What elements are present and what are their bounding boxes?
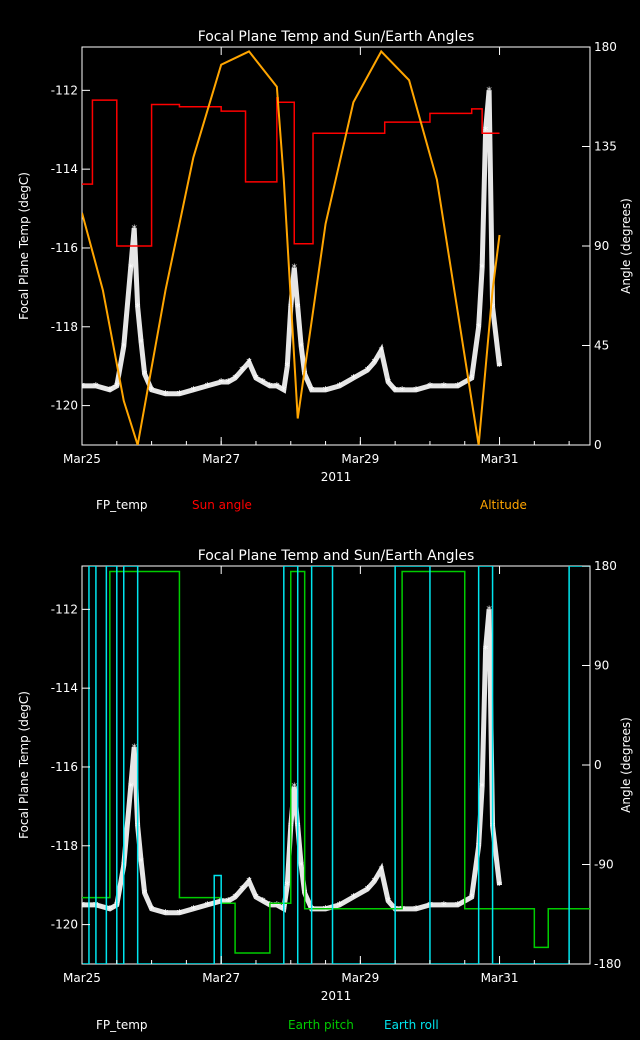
panel-top-title: Focal Plane Temp and Sun/Earth Angles	[198, 29, 475, 45]
panel-bottom: Focal Plane Temp and Sun/Earth Angles * *…	[17, 548, 633, 1032]
x-tick-label: Mar27	[202, 452, 240, 466]
fp-temp-point: *	[497, 879, 503, 892]
y-tick-label: -116	[51, 760, 78, 774]
fp-temp-band	[82, 90, 503, 397]
fp-temp-point: *	[497, 360, 503, 373]
y2-tick-label: 90	[594, 659, 609, 673]
y2-tick-label: 45	[594, 339, 609, 353]
fp-temp-band	[82, 609, 503, 916]
legend-fp-temp-2: FP_temp	[96, 1018, 148, 1032]
x-tick-label: Mar25	[63, 452, 101, 466]
y-tick-label: -120	[51, 399, 78, 413]
earth-roll-line	[82, 566, 590, 964]
y2-tick-label: 135	[594, 140, 617, 154]
y2-tick-label: 0	[594, 758, 602, 772]
y2-tick-label: -180	[594, 957, 621, 971]
x-tick-label: Mar31	[481, 452, 519, 466]
y2-tick-label: 0	[594, 438, 602, 452]
panel-bottom-xlabel: 2011	[321, 989, 352, 1003]
x-tick-label: Mar25	[63, 971, 101, 985]
panel-top: Focal Plane Temp and Sun/Earth Angles * *…	[17, 29, 633, 512]
legend-fp-temp: FP_temp	[96, 498, 148, 512]
x-tick-label: Mar29	[341, 971, 379, 985]
panel-top-y2label: Angle (degrees)	[619, 198, 633, 294]
y-tick-label: -116	[51, 241, 78, 255]
y-tick-label: -114	[51, 681, 78, 695]
x-tick-label: Mar27	[202, 971, 240, 985]
legend-sun-angle: Sun angle	[192, 498, 252, 512]
y-tick-label: -112	[51, 602, 78, 616]
y2-tick-label: 90	[594, 239, 609, 253]
panel-top-xlabel: 2011	[321, 470, 352, 484]
panel-top-ylabel: Focal Plane Temp (degC)	[17, 172, 31, 320]
panel-bottom-ylabel: Focal Plane Temp (degC)	[17, 691, 31, 839]
y-tick-label: -118	[51, 320, 78, 334]
sun-angle-line	[82, 97, 500, 247]
earth-pitch-line	[82, 570, 590, 954]
y2-tick-label: 180	[594, 40, 617, 54]
legend-earth-pitch: Earth pitch	[288, 1018, 354, 1032]
panel-bottom-y2label: Angle (degrees)	[619, 717, 633, 813]
x-tick-label: Mar31	[481, 971, 519, 985]
y2-tick-label: -90	[594, 858, 614, 872]
y-tick-label: -112	[51, 83, 78, 97]
y-tick-label: -118	[51, 839, 78, 853]
legend-earth-roll: Earth roll	[384, 1018, 439, 1032]
x-tick-label: Mar29	[341, 452, 379, 466]
legend-altitude: Altitude	[480, 498, 527, 512]
panel-bottom-title: Focal Plane Temp and Sun/Earth Angles	[198, 548, 475, 564]
altitude-line	[82, 49, 501, 445]
y-tick-label: -120	[51, 918, 78, 932]
y-tick-label: -114	[51, 162, 78, 176]
y2-tick-label: 180	[594, 559, 617, 573]
